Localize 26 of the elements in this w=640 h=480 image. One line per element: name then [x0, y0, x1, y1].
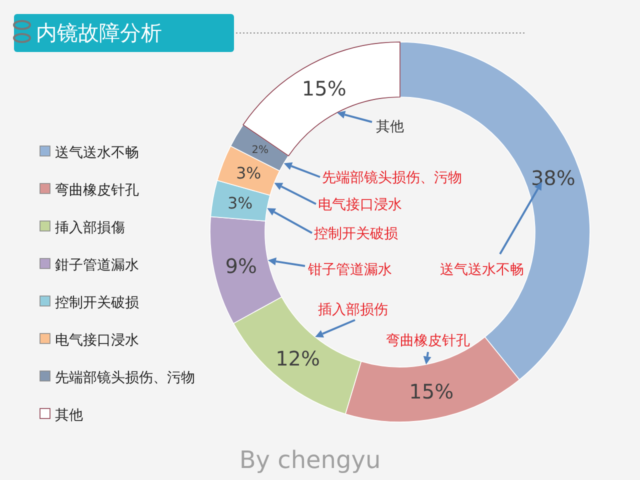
chart-title: 内镜故障分析 — [36, 21, 162, 45]
data-label: 9% — [225, 254, 257, 278]
text: 插入部损伤 — [318, 302, 388, 318]
text: 控制开关破损 — [314, 226, 398, 242]
text: 弯曲橡皮针孔 — [386, 333, 470, 349]
data-label: 3% — [236, 163, 262, 182]
text: 电气接口浸水 — [318, 197, 402, 213]
legend-label: 鉗子管道漏水 — [55, 258, 139, 274]
legend-label: 挿入部損傷 — [55, 220, 125, 236]
legend-label: 其他 — [55, 408, 83, 424]
text: 其他 — [376, 119, 404, 135]
text: By chengyu — [239, 446, 381, 474]
text: 先端部镜头损伤、污物 — [322, 170, 462, 186]
legend-label: 电气接口浸水 — [55, 332, 139, 348]
text: 钳子管道漏水 — [308, 262, 392, 278]
legend-label: 送气送水不畅 — [55, 145, 139, 161]
data-label: 2% — [252, 144, 269, 156]
data-label: 38% — [530, 166, 576, 190]
legend-label: 先端部镜头损伤、污物 — [55, 370, 195, 386]
data-label: 15% — [409, 379, 454, 404]
data-label: 15% — [302, 76, 346, 100]
data-label: 12% — [276, 346, 320, 370]
data-label: 3% — [228, 194, 253, 213]
text: 送气送水不畅 — [440, 262, 524, 278]
legend-label: 控制开关破损 — [55, 295, 139, 311]
legend-label: 弯曲橡皮针孔 — [55, 182, 139, 198]
